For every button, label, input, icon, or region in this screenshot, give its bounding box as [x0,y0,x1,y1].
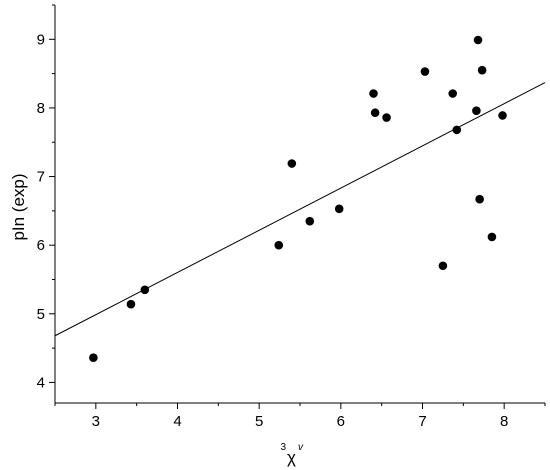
y-tick-label: 8 [37,100,45,117]
y-tick-label: 9 [37,31,45,48]
data-point [477,65,487,75]
data-point [126,299,136,309]
x-tick-label: 5 [255,413,263,430]
x-tick-label: 8 [500,413,508,430]
plot-frame-left-bottom [54,5,545,404]
data-point [140,285,150,295]
data-point [487,232,497,242]
x-axis-title-superscript-right: v [298,442,304,453]
data-point [498,111,507,120]
data-point [448,89,458,98]
data-point [438,261,448,271]
regression-line [54,82,546,337]
data-point [472,106,481,115]
data-point [274,240,284,250]
x-tick-label: 7 [418,413,426,430]
data-point [452,125,462,135]
y-tick-label: 5 [37,306,45,323]
data-point [473,35,483,45]
data-point [334,204,344,214]
data-point [475,194,484,204]
data-point [370,108,380,118]
y-tick-label: 6 [37,237,45,254]
data-point [369,89,378,98]
x-tick-label: 3 [92,413,100,430]
y-tick-label: 7 [37,169,45,186]
y-axis-title: pIn (exp) [9,173,28,240]
data-point [287,159,297,168]
data-points [89,35,507,363]
data-point [89,353,98,363]
data-point [305,216,315,226]
axes: 3 4 5 6 7 8 4 5 6 7 8 9 [37,4,546,430]
y-tick-label: 4 [37,374,45,391]
x-tick-label: 6 [337,413,345,430]
x-axis-title-symbol: χ [287,448,296,467]
x-tick-label: 4 [173,413,181,430]
data-point [420,67,430,76]
x-axis-title-superscript: 3 [280,442,286,453]
fit-line-group [54,82,546,337]
data-point [382,113,391,122]
x-axis-title: 3 χ v [280,442,304,467]
